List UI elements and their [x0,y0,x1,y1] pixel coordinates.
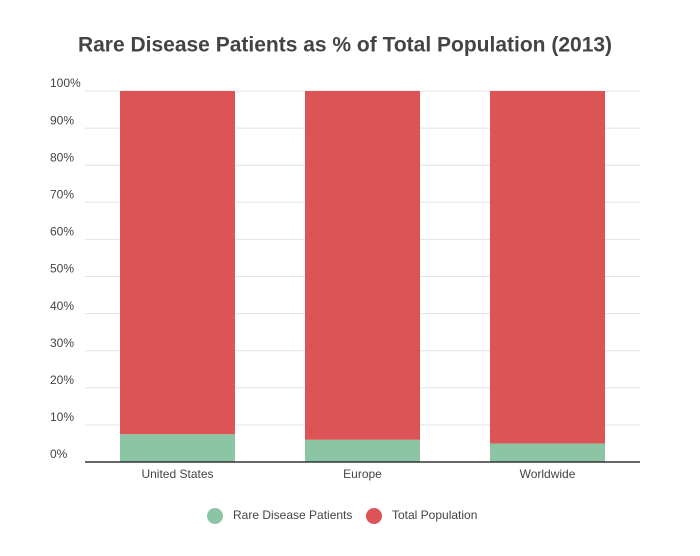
x-tick-label: United States [141,467,213,481]
bar-segment [305,439,420,462]
bar-segment [490,91,605,444]
chart-title: Rare Disease Patients as % of Total Popu… [78,34,612,57]
legend-label: Total Population [392,508,477,522]
bar-segment [305,91,420,440]
y-tick-label: 70% [50,187,74,201]
legend-marker [366,508,382,524]
y-tick-label: 100% [50,76,81,90]
y-tick-label: 90% [50,113,74,127]
bar-segment [120,91,235,435]
y-tick-label: 30% [50,336,74,350]
y-tick-label: 40% [50,299,74,313]
bar-segment [490,443,605,462]
y-tick-label: 10% [50,410,74,424]
bar-segment [120,434,235,462]
y-tick-label: 50% [50,262,74,276]
y-tick-label: 20% [50,373,74,387]
legend-marker [207,508,223,524]
x-tick-label: Worldwide [520,467,576,481]
y-tick-label: 0% [50,447,68,461]
legend-label: Rare Disease Patients [233,508,352,522]
y-tick-label: 80% [50,150,74,164]
x-tick-label: Europe [343,467,382,481]
y-tick-label: 60% [50,225,74,239]
